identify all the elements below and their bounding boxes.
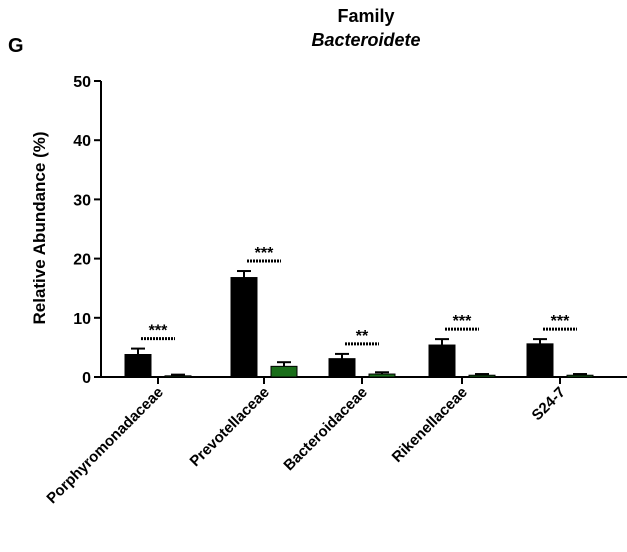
significance-label: *** [255, 245, 274, 262]
chart-title: Family [337, 6, 394, 26]
y-tick-label: 40 [73, 133, 91, 150]
bar [368, 373, 396, 378]
significance-label: ** [356, 328, 369, 345]
significance-label: *** [551, 313, 570, 330]
plot-area: 0 10 20 30 40 50 Porphyromonadaceae *** Prevotel… [43, 74, 627, 507]
significance-label: *** [149, 323, 168, 340]
bar [468, 374, 496, 378]
bar [230, 277, 258, 378]
bar [428, 344, 456, 378]
x-tick-label: Bacteroidaceae [280, 384, 370, 474]
bar [270, 365, 298, 378]
x-tick-label: Prevotellaceae [187, 384, 273, 470]
significance-label: *** [453, 313, 472, 330]
bar [164, 375, 192, 378]
y-tick-label: 10 [73, 311, 91, 328]
y-tick-label: 0 [82, 370, 91, 387]
y-tick-label: 20 [73, 252, 91, 269]
panel-label: G [8, 35, 24, 57]
y-tick-label: 50 [73, 74, 91, 91]
y-axis-label: Relative Abundance (%) [30, 131, 49, 324]
bar [566, 374, 594, 378]
chart-subtitle: Bacteroidete [311, 30, 420, 50]
bar [328, 358, 356, 378]
x-tick-label: S24-7 [529, 384, 569, 424]
x-tick-label: Porphyromonadaceae [43, 384, 166, 507]
y-tick-label: 30 [73, 192, 91, 209]
bar [526, 343, 554, 378]
x-tick-label: Rikenellaceae [389, 384, 471, 466]
bar [124, 354, 152, 378]
